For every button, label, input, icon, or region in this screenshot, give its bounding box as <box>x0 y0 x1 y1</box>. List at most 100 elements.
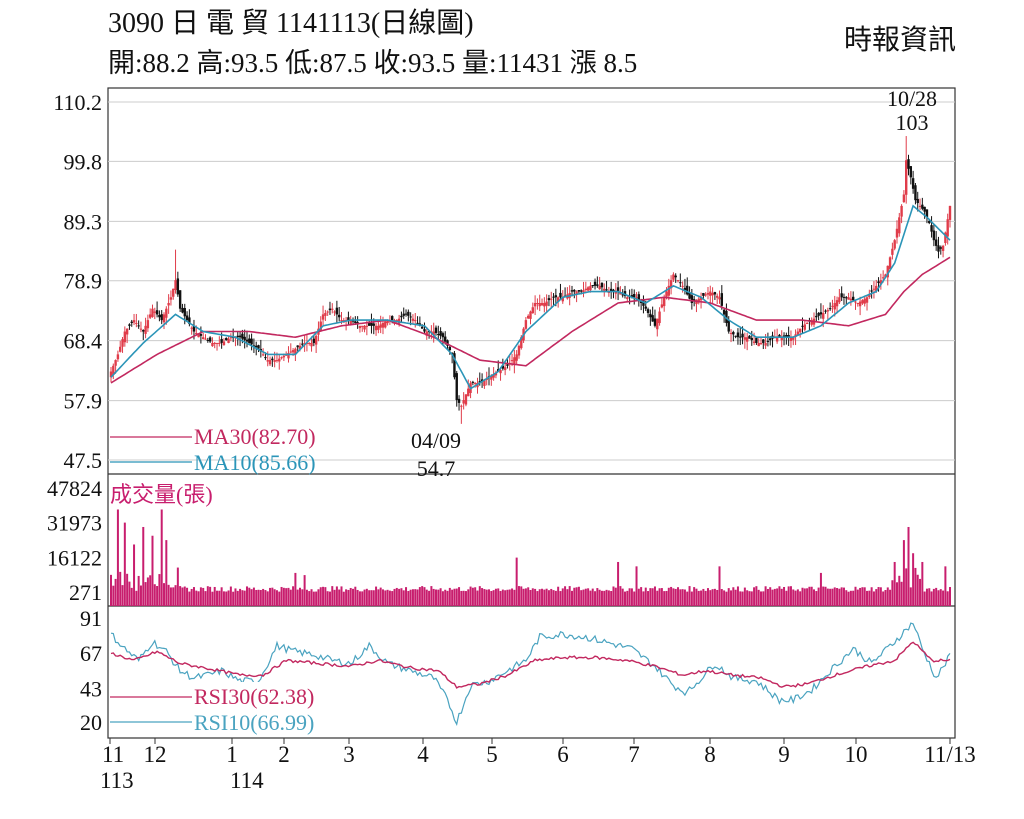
volume-bar <box>434 589 437 606</box>
candle-body <box>757 342 760 347</box>
volume-bar <box>564 586 567 606</box>
candle-body <box>822 312 825 319</box>
volume-bar <box>462 590 465 606</box>
candle-body <box>457 398 461 403</box>
volume-bar <box>727 588 730 606</box>
candle-body <box>167 302 170 306</box>
volume-bar <box>428 590 431 606</box>
candle-body <box>358 325 362 329</box>
candle-body <box>361 325 364 327</box>
candle-body <box>494 372 498 376</box>
volume-bar <box>882 591 885 606</box>
candle-body <box>690 295 694 303</box>
volume-bar <box>273 589 276 606</box>
candle-body <box>114 360 117 366</box>
candle-body <box>623 291 627 296</box>
price-tick-label: 68.4 <box>64 329 103 354</box>
candle-body <box>941 245 945 251</box>
volume-bar <box>262 588 265 606</box>
volume-bar <box>624 591 627 606</box>
volume-bar <box>225 591 228 606</box>
volume-bar <box>594 591 597 606</box>
candle-body <box>462 400 465 404</box>
candle-body <box>510 360 514 362</box>
volume-bar <box>773 588 776 606</box>
volume-bar <box>245 586 248 606</box>
volume-bar <box>239 588 242 606</box>
candle-body <box>271 358 274 361</box>
candle-body <box>939 247 942 249</box>
candle-body <box>928 220 931 224</box>
candle-body <box>213 342 216 344</box>
volume-bar <box>345 589 348 606</box>
candle-body <box>188 317 191 324</box>
volume-bar <box>116 509 119 606</box>
candle-body <box>948 205 952 220</box>
volume-bar <box>573 587 576 606</box>
candle-body <box>732 331 735 335</box>
candle-body <box>709 291 712 296</box>
volume-bar <box>732 587 735 606</box>
volume-bar <box>437 589 440 606</box>
volume-bar <box>271 587 274 606</box>
volume-bar <box>866 590 869 606</box>
candle-body <box>354 321 357 323</box>
volume-bar <box>328 591 331 606</box>
candle-body <box>621 294 624 296</box>
candle-body <box>471 381 475 383</box>
candle-body <box>593 281 597 286</box>
candle-body <box>473 382 477 384</box>
volume-bar <box>324 587 327 606</box>
volume-tick-label: 31973 <box>47 511 102 536</box>
volume-bar <box>541 588 544 606</box>
volume-bar <box>335 586 338 606</box>
candle-body <box>379 324 382 328</box>
volume-bar <box>425 589 428 606</box>
candle-body <box>785 334 788 338</box>
volume-bar <box>416 589 419 606</box>
volume-bar <box>939 589 942 606</box>
candle-body <box>589 285 592 291</box>
volume-bar <box>605 589 608 606</box>
volume-bar <box>642 591 645 606</box>
volume-bar <box>368 590 371 606</box>
volume-bar <box>340 586 343 606</box>
candle-body <box>605 289 608 291</box>
candle-body <box>653 318 657 326</box>
candle-body <box>706 292 710 295</box>
candle-body <box>893 240 896 249</box>
volume-bar <box>895 582 898 606</box>
volume-bar <box>817 587 820 606</box>
candle-body <box>879 280 883 285</box>
candle-body <box>444 336 447 342</box>
candle-body <box>245 339 249 342</box>
volume-bar <box>852 590 855 606</box>
volume-bar <box>294 572 297 606</box>
volume-bar <box>697 590 700 606</box>
x-tick-label: 7 <box>628 742 640 767</box>
volume-bar <box>402 590 405 606</box>
candle-body <box>780 337 783 341</box>
candle-body <box>868 294 871 298</box>
candle-body <box>667 285 670 296</box>
volume-bar <box>172 587 175 606</box>
candle-body <box>854 301 857 303</box>
candle-body <box>838 297 841 303</box>
volume-bar <box>566 589 569 606</box>
candle-body <box>679 282 682 284</box>
x-tick-label: 11/13 <box>924 742 976 767</box>
volume-bar <box>126 573 129 606</box>
candle-body <box>367 322 371 326</box>
volume-bar <box>303 575 306 606</box>
candle-body <box>391 316 394 321</box>
volume-bar <box>388 590 391 606</box>
volume-bar <box>822 586 825 606</box>
candle-body <box>810 320 813 325</box>
volume-bar <box>905 568 908 606</box>
volume-bar <box>667 587 670 606</box>
candle-body <box>697 298 700 303</box>
volume-bar <box>317 589 320 606</box>
x-tick-label: 8 <box>704 742 716 767</box>
volume-tick-label: 16122 <box>47 545 102 570</box>
